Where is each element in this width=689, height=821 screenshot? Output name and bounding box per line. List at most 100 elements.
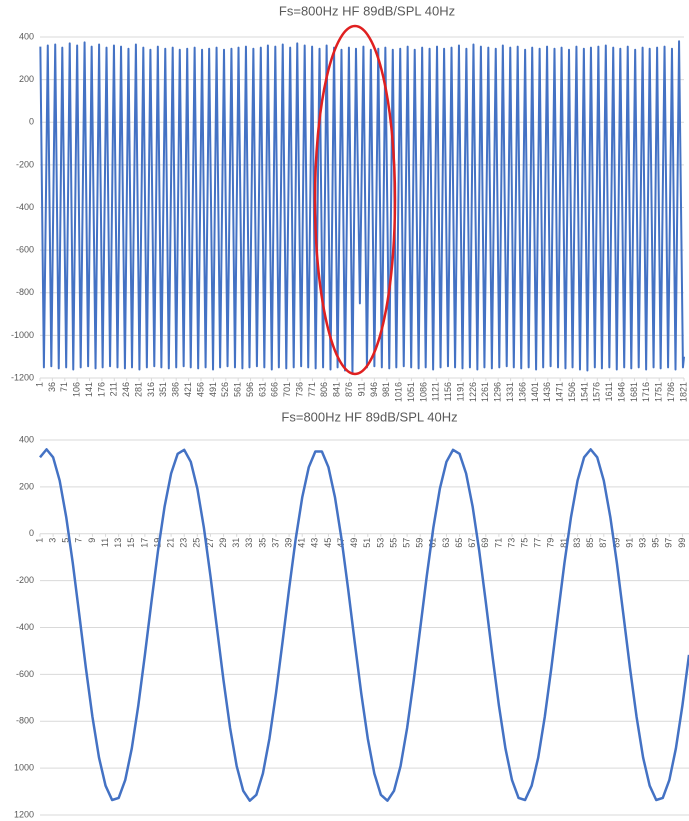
x-tick-label: 1261: [480, 382, 490, 402]
x-tick-label: 316: [146, 382, 156, 397]
x-tick-label: 701: [282, 382, 292, 397]
x-tick-label: 71: [59, 382, 69, 392]
x-tick-label: 1: [34, 538, 44, 543]
x-tick-label: 1191: [455, 382, 465, 401]
x-tick-label: 1576: [592, 382, 602, 402]
x-tick-label: 81: [559, 538, 569, 548]
data-line: [39, 40, 685, 375]
x-tick-label: 57: [401, 538, 411, 548]
x-tick-label: 49: [349, 538, 359, 548]
x-tick-label: 95: [651, 538, 661, 548]
x-tick-label: 421: [183, 382, 193, 397]
x-tick-label: 106: [72, 382, 82, 397]
y-tick-label: -1200: [11, 372, 34, 382]
x-tick-label: 91: [624, 538, 634, 548]
x-tick-label: 79: [546, 538, 556, 548]
x-tick-label: 456: [195, 382, 205, 397]
y-tick-label: 0: [29, 117, 34, 127]
x-tick-label: 386: [171, 382, 181, 397]
x-tick-label: 13: [113, 538, 123, 548]
x-tick-label: 141: [84, 382, 94, 397]
x-tick-label: 1: [34, 382, 44, 387]
x-tick-label: 806: [319, 382, 329, 397]
y-tick-label: 400: [19, 434, 34, 444]
x-tick-label: 351: [158, 382, 168, 397]
x-tick-label: 97: [664, 538, 674, 548]
x-tick-label: 55: [388, 538, 398, 548]
y-tick-label: 200: [19, 481, 34, 491]
x-tick-label: 1156: [443, 382, 453, 401]
x-tick-label: 89: [611, 538, 621, 548]
x-tick-label: 1646: [616, 382, 626, 402]
x-tick-label: 36: [47, 382, 57, 392]
chart-title: Fs=800Hz HF 89dB/SPL 40Hz: [281, 409, 457, 424]
x-tick-label: 5: [61, 538, 71, 543]
x-tick-label: 176: [96, 382, 106, 397]
y-tick-label: -600: [16, 669, 34, 679]
x-tick-label: 1716: [641, 382, 651, 402]
x-tick-label: 491: [208, 382, 218, 397]
x-tick-label: 59: [415, 538, 425, 548]
x-tick-label: 666: [270, 382, 280, 397]
x-tick-label: 21: [165, 538, 175, 548]
x-tick-label: 23: [179, 538, 189, 548]
x-tick-label: 73: [506, 538, 516, 548]
x-tick-label: 83: [572, 538, 582, 548]
y-tick-label: 400: [19, 31, 34, 41]
y-tick-label: -400: [16, 622, 34, 632]
x-tick-label: 561: [233, 382, 243, 397]
x-tick-label: 736: [294, 382, 304, 397]
x-tick-label: 841: [332, 382, 342, 397]
x-tick-label: 65: [454, 538, 464, 548]
x-tick-label: 63: [441, 538, 451, 548]
x-tick-label: 946: [369, 382, 379, 397]
x-tick-label: 93: [637, 538, 647, 548]
x-tick-label: 1366: [517, 382, 527, 402]
y-tick-label: -800: [16, 716, 34, 726]
x-tick-label: 69: [480, 538, 490, 548]
y-tick-label: -800: [16, 287, 34, 297]
chart-title: Fs=800Hz HF 89dB/SPL 40Hz: [279, 3, 455, 18]
y-tick-label: -1000: [11, 330, 34, 340]
x-tick-label: 876: [344, 382, 354, 397]
x-tick-label: 1506: [567, 382, 577, 402]
x-tick-label: 39: [283, 538, 293, 548]
x-tick-label: 1051: [406, 382, 416, 402]
x-tick-label: 1786: [666, 382, 676, 402]
x-tick-label: 85: [585, 538, 595, 548]
x-tick-label: 41: [297, 538, 307, 548]
x-tick-label: 11: [100, 538, 110, 547]
x-tick-label: 31: [231, 538, 241, 548]
x-tick-label: 25: [192, 538, 202, 548]
x-tick-label: 99: [677, 538, 687, 548]
x-tick-label: 1331: [505, 382, 515, 402]
x-tick-label: 61: [428, 538, 438, 548]
x-tick-label: 87: [598, 538, 608, 548]
x-tick-label: 1226: [468, 382, 478, 402]
x-tick-label: 7: [74, 538, 84, 543]
y-tick-label: 1200: [14, 809, 34, 819]
x-tick-label: 1611: [604, 382, 614, 401]
x-tick-label: 1541: [579, 382, 589, 402]
y-tick-label: -400: [16, 202, 34, 212]
x-tick-label: 27: [205, 538, 215, 548]
x-tick-label: 33: [244, 538, 254, 548]
x-tick-label: 246: [121, 382, 131, 397]
x-tick-label: 9: [87, 538, 97, 543]
x-tick-label: 1401: [530, 382, 540, 402]
x-tick-label: 17: [139, 538, 149, 548]
x-tick-label: 77: [533, 538, 543, 548]
x-tick-label: 1121: [431, 382, 441, 401]
x-tick-label: 15: [126, 538, 136, 548]
x-tick-label: 1681: [629, 382, 639, 402]
x-tick-label: 67: [467, 538, 477, 548]
x-tick-label: 981: [381, 382, 391, 397]
x-tick-label: 43: [310, 538, 320, 548]
x-tick-label: 1751: [654, 382, 664, 402]
x-tick-label: 1821: [678, 382, 688, 402]
x-tick-label: 37: [270, 538, 280, 548]
x-tick-label: 911: [356, 382, 366, 396]
x-tick-label: 1296: [493, 382, 503, 402]
y-tick-label: -600: [16, 245, 34, 255]
